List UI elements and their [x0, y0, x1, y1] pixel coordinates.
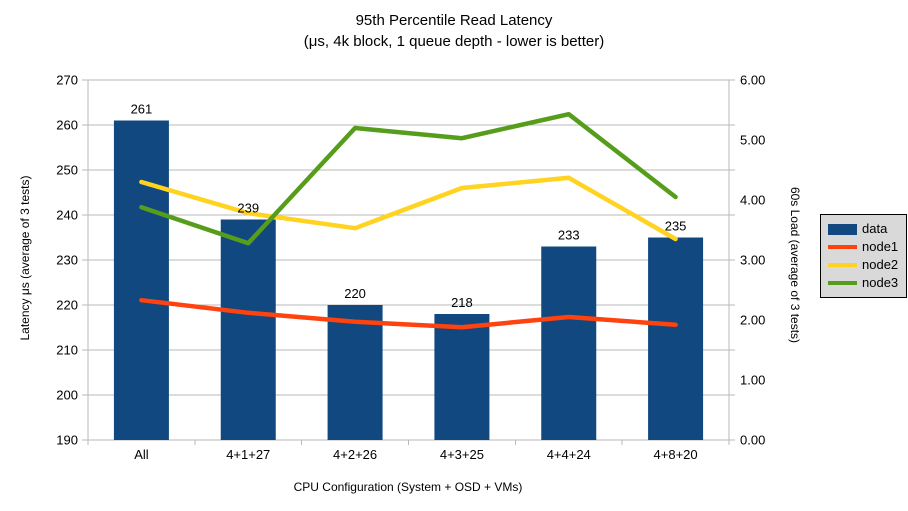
bar-value-label: 261 [131, 102, 153, 117]
x-axis-category-label: All [134, 447, 149, 462]
left-axis-title: Latency μs (average of 3 tests) [18, 175, 32, 341]
line-series-node2 [139, 175, 678, 242]
bar [434, 314, 490, 440]
legend-label: node1 [862, 239, 899, 254]
left-axis-tick-label: 220 [56, 298, 78, 313]
bar-value-label: 239 [237, 201, 259, 216]
legend-label: data [862, 221, 888, 236]
right-axis-tick-label: 6.00 [740, 73, 765, 88]
left-axis-tick-label: 250 [56, 163, 78, 178]
left-axis-tick-label: 190 [56, 433, 78, 448]
right-axis-tick-label: 5.00 [740, 133, 765, 148]
right-axis-tick-label: 1.00 [740, 373, 765, 388]
legend: data node1 node2 node3 [820, 214, 908, 298]
legend-item-node1: node1 [828, 240, 898, 254]
legend-item-data: data [828, 222, 898, 236]
right-axis-title: 60s Load (average of 3 tests) [788, 186, 802, 344]
right-axis-tick-labels: 0.00 1.00 2.00 3.00 4.00 5.00 6.00 [740, 73, 765, 448]
x-axis-tick-labels: All 4+1+27 4+2+26 4+3+25 4+4+24 4+8+20 [134, 447, 697, 462]
left-axis-tick-label: 200 [56, 388, 78, 403]
legend-swatch-node3 [828, 281, 857, 285]
bar-value-label: 218 [451, 295, 473, 310]
legend-label: node3 [862, 275, 899, 290]
chart-subtitle: (μs, 4k block, 1 queue depth - lower is … [303, 33, 605, 50]
left-axis-tick-label: 240 [56, 208, 78, 223]
chart-title-block: 95th Percentile Read Latency (μs, 4k blo… [0, 10, 908, 52]
left-axis-tick-label: 260 [56, 118, 78, 133]
left-axis-tick-label: 230 [56, 253, 78, 268]
right-axis-tick-label: 3.00 [740, 253, 765, 268]
right-axis-tick-label: 0.00 [740, 433, 765, 448]
left-axis-tick-label: 270 [56, 73, 78, 88]
legend-item-node3: node3 [828, 276, 898, 290]
chart-title: 95th Percentile Read Latency [355, 12, 553, 29]
left-axis-tick-labels: 190 200 210 220 230 240 250 260 270 [56, 73, 78, 448]
bar-value-labels: 261 239 220 218 233 235 [131, 102, 687, 311]
x-axis-category-label: 4+3+25 [440, 447, 484, 462]
legend-label: node2 [862, 257, 899, 272]
x-axis-category-label: 4+2+26 [333, 447, 377, 462]
bar-value-label: 220 [344, 286, 366, 301]
legend-swatch-node2 [828, 263, 857, 267]
legend-swatch-data [828, 223, 857, 235]
x-axis-title: CPU Configuration (System + OSD + VMs) [293, 480, 523, 494]
legend-item-node2: node2 [828, 258, 898, 272]
legend-swatch-node1 [828, 245, 857, 249]
bar [113, 120, 169, 440]
right-axis-tick-label: 4.00 [740, 193, 765, 208]
x-axis-category-label: 4+4+24 [547, 447, 591, 462]
bar [327, 305, 383, 440]
x-axis-category-label: 4+8+20 [654, 447, 698, 462]
left-axis-tick-label: 210 [56, 343, 78, 358]
bar [648, 237, 704, 440]
bar-value-label: 235 [665, 219, 687, 234]
bar [220, 219, 276, 440]
bar [541, 246, 597, 440]
bar-series-data [113, 120, 704, 440]
right-axis-tick-label: 2.00 [740, 313, 765, 328]
line-series-node1 [139, 297, 678, 330]
x-axis-category-label: 4+1+27 [226, 447, 270, 462]
line-series-node3 [139, 111, 678, 246]
bar-value-label: 233 [558, 228, 580, 243]
